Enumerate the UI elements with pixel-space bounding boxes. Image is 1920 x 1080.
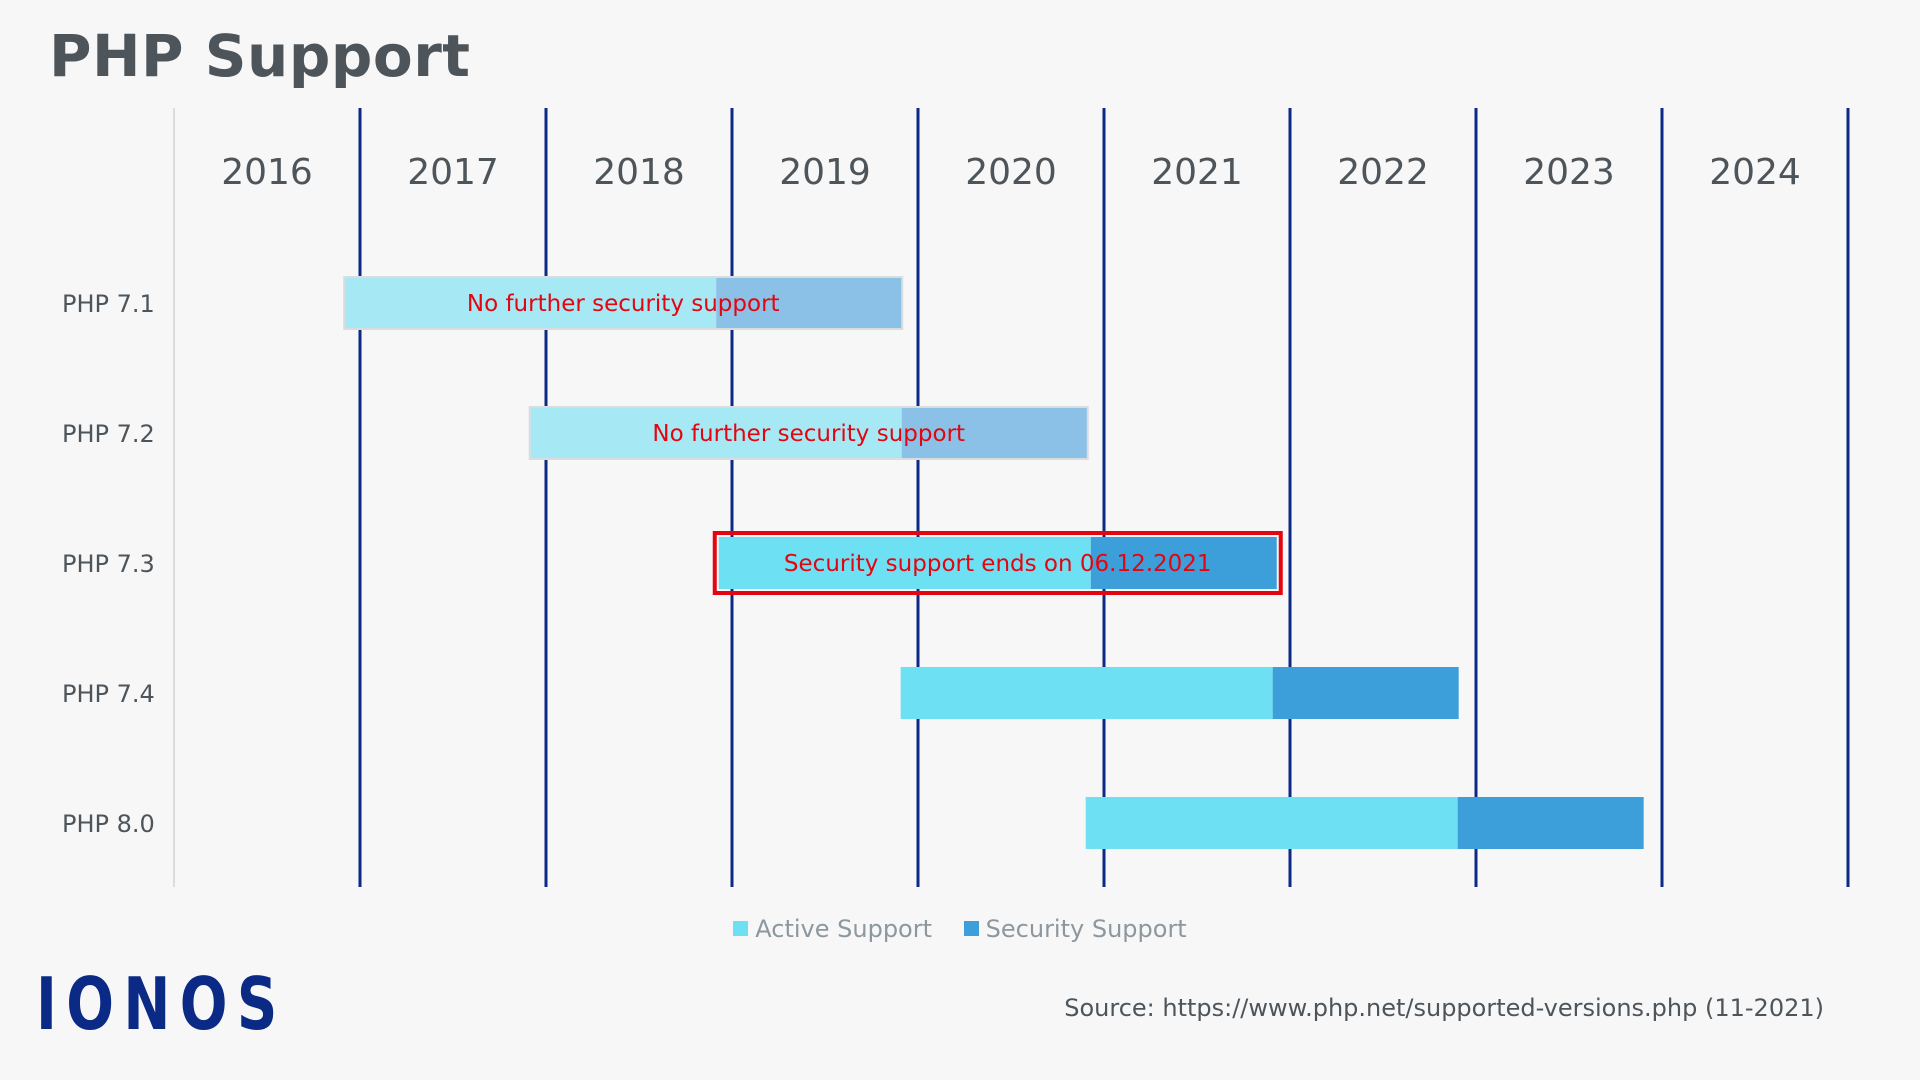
active-support-bar[interactable] bbox=[529, 407, 902, 459]
year-tick-label: 2018 bbox=[593, 152, 685, 193]
bar-annotation: No further security support bbox=[467, 291, 780, 317]
active-support-bar[interactable] bbox=[718, 537, 1091, 589]
bar-annotation: No further security support bbox=[652, 421, 965, 447]
row-label: PHP 7.4 bbox=[62, 680, 155, 708]
row-labels: PHP 7.1 PHP 7.2 PHP 7.3 PHP 7.4 PHP 8.0 bbox=[62, 290, 155, 838]
year-grid bbox=[173, 108, 1850, 887]
bar-annotation: Security support ends on 06.12.2021 bbox=[784, 551, 1212, 577]
bar-annotations: No further security support No further se… bbox=[467, 291, 1212, 577]
security-support-bar[interactable] bbox=[1090, 537, 1277, 589]
row-label: PHP 7.2 bbox=[62, 420, 155, 448]
year-tick-labels: 2016 2017 2018 2019 2020 2021 2022 2023 2024 bbox=[221, 152, 1801, 193]
row-label: PHP 7.3 bbox=[62, 550, 155, 578]
security-support-bar[interactable] bbox=[901, 407, 1088, 459]
active-support-bar[interactable] bbox=[900, 667, 1273, 719]
year-tick-label: 2020 bbox=[965, 152, 1057, 193]
year-tick-label: 2023 bbox=[1523, 152, 1615, 193]
legend-item-active[interactable]: Active Support bbox=[733, 915, 932, 943]
legend-item-security[interactable]: Security Support bbox=[963, 914, 1187, 943]
legend-label-security: Security Support bbox=[985, 914, 1187, 943]
faded-bar-outline bbox=[343, 276, 904, 330]
security-support-bar[interactable] bbox=[716, 277, 903, 329]
security-support-bar[interactable] bbox=[1457, 797, 1644, 849]
support-bars bbox=[343, 276, 1644, 849]
highlight-frame bbox=[712, 531, 1283, 595]
legend: Active Support Security Support bbox=[0, 914, 1920, 943]
chart-title: PHP Support bbox=[49, 22, 471, 90]
legend-label-active: Active Support bbox=[755, 914, 933, 943]
row-label: PHP 8.0 bbox=[62, 810, 155, 838]
year-tick-label: 2024 bbox=[1709, 152, 1801, 193]
ionos-logo[interactable]: IONOS bbox=[36, 962, 287, 1046]
year-tick-label: 2019 bbox=[779, 152, 871, 193]
active-support-bar[interactable] bbox=[344, 277, 717, 329]
year-tick-label: 2021 bbox=[1151, 152, 1243, 193]
year-tick-label: 2022 bbox=[1337, 152, 1429, 193]
year-tick-label: 2017 bbox=[407, 152, 499, 193]
security-support-bar[interactable] bbox=[1272, 667, 1459, 719]
source-note: Source: https://www.php.net/supported-ve… bbox=[1064, 994, 1824, 1022]
year-tick-label: 2016 bbox=[221, 152, 313, 193]
active-support-bar[interactable] bbox=[1085, 797, 1458, 849]
active-support-swatch bbox=[733, 921, 749, 936]
row-label: PHP 7.1 bbox=[62, 290, 155, 318]
faded-bar-outline bbox=[528, 406, 1089, 460]
security-support-swatch bbox=[963, 921, 979, 936]
